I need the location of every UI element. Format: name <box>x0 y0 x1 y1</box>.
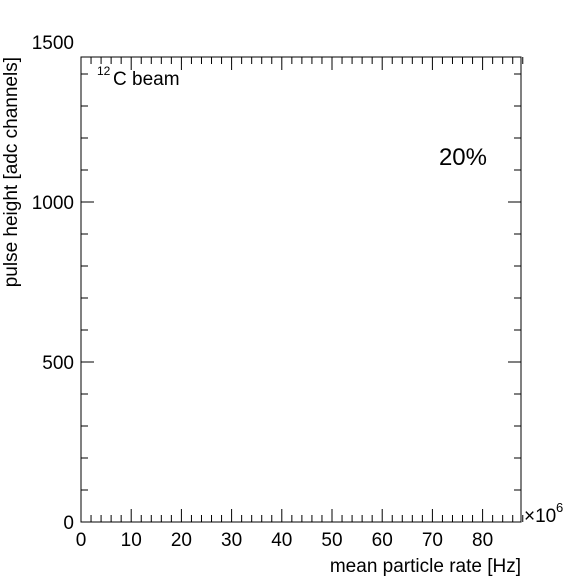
y-tick-label: 0 <box>63 513 74 534</box>
x-tick-label: 20 <box>171 530 192 551</box>
beam-label-superscript: 12 <box>97 64 111 78</box>
x-multiplier-label: ×10 <box>524 506 556 527</box>
x-tick-label: 50 <box>321 530 342 551</box>
x-tick-label: 10 <box>121 530 142 551</box>
x-tick-labels: 0 10 20 30 40 50 60 70 80 <box>76 530 493 551</box>
y-tick-labels: 05001000150020002500 <box>32 33 74 534</box>
y-tick-label: 500 <box>42 353 74 374</box>
axis-ticks <box>80 57 524 523</box>
y-tick-label: 1500 <box>32 33 74 54</box>
y-tick-label: 1000 <box>32 193 74 214</box>
x-tick-label: 60 <box>372 530 393 551</box>
plot-frame <box>80 56 522 523</box>
x-tick-label: 0 <box>76 530 87 551</box>
x-axis-label: mean particle rate [Hz] <box>330 556 521 577</box>
percent-drop-label: 20% <box>439 144 487 171</box>
x-multiplier-exponent: 6 <box>556 500 563 515</box>
x-tick-label: 70 <box>422 530 443 551</box>
x-tick-label: 30 <box>221 530 242 551</box>
beam-label: C beam <box>113 69 180 90</box>
y-axis-label: pulse height [adc channels] <box>1 57 22 287</box>
x-tick-label: 80 <box>472 530 493 551</box>
x-tick-label: 40 <box>271 530 292 551</box>
